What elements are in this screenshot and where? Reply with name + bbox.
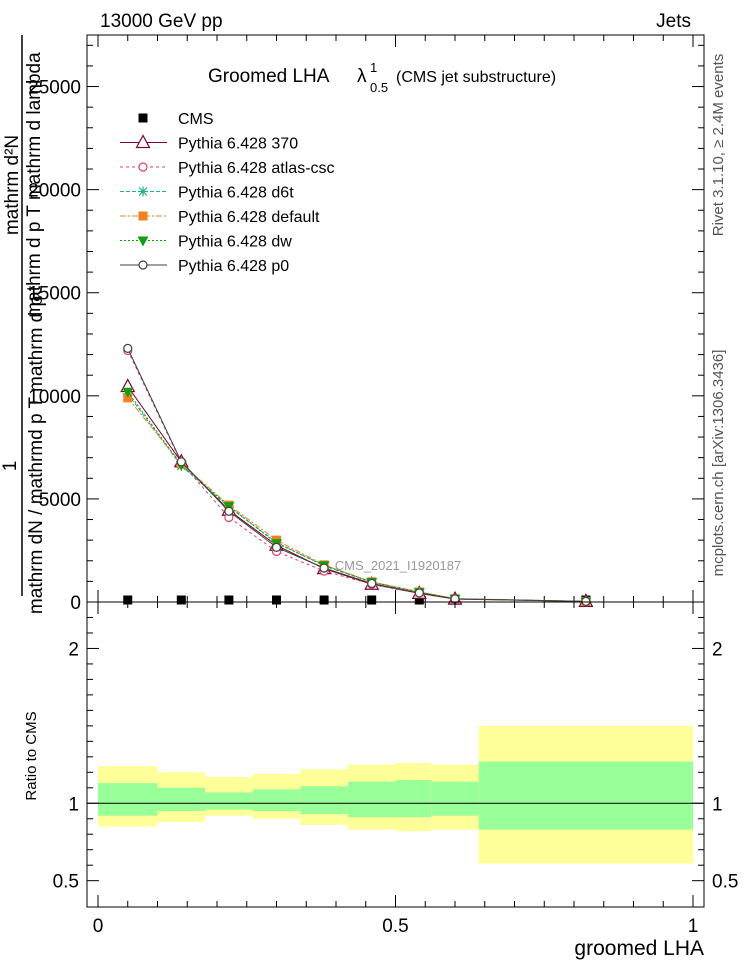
legend-label: Pythia 6.428 370 (178, 136, 298, 153)
ratio-band-inner (347, 781, 396, 818)
ratio-y-tick-label: 0.5 (53, 872, 79, 893)
series-3 (122, 388, 591, 607)
data-point (123, 393, 133, 403)
data-point (176, 595, 186, 605)
ratio-band-inner (252, 789, 301, 812)
legend-marker (137, 236, 149, 247)
ratio-band-inner (157, 787, 206, 812)
main-title: Groomed LHA λ 1 0.5 (CMS jet substructur… (208, 60, 556, 95)
data-point (224, 595, 234, 605)
ratio-y-tick-label-right: 0.5 (712, 872, 738, 893)
ratio-band-inner (98, 783, 158, 816)
main-y-tick-label: 15000 (28, 284, 81, 305)
data-point (367, 578, 377, 589)
mcplots-label: mcplots.cern.ch [arXiv:1306.3436] (710, 350, 727, 577)
x-tick-label: 0.5 (382, 916, 408, 937)
data-point (414, 595, 424, 605)
data-point (367, 595, 377, 605)
main-y-label: 1 mathrm dN / mathrmd p T mathrm d p mat… (0, 35, 47, 614)
legend-marker (138, 113, 148, 123)
legend-marker (135, 134, 151, 149)
data-point (414, 588, 424, 598)
legend-marker (138, 162, 148, 172)
legend-label: Pythia 6.428 default (178, 209, 320, 226)
main-y-tick-label: 5000 (39, 490, 81, 511)
data-point (319, 563, 329, 573)
series-6 (123, 343, 591, 606)
x-axis-label: groomed LHA (574, 937, 704, 960)
data-point (123, 595, 133, 605)
title-sub: 0.5 (370, 80, 388, 95)
title-sup: 1 (370, 60, 377, 75)
ratio-band-inner (395, 780, 432, 818)
legend: CMS Pythia 6.428 370 Pythia 6.428 atlas-cs… (120, 111, 335, 275)
series-5 (122, 387, 592, 608)
legend-marker (138, 186, 148, 197)
legend-label: Pythia 6.428 d6t (178, 185, 294, 202)
legend-label: CMS (178, 111, 214, 128)
x-tick-label: 0 (93, 916, 104, 937)
series-4 (123, 393, 591, 606)
ratio-axis-ticks: 0.5 0.5 1 1 2 2 0 0.5 1 (53, 602, 738, 937)
ylabel-mid: mathrm d p T mathrm d lambda (24, 52, 45, 318)
header-right: Jets (656, 11, 691, 32)
main-y-tick-label: 25000 (28, 78, 81, 99)
ratio-band-inner (300, 786, 348, 815)
ratio-y-tick-label-right: 2 (712, 639, 723, 660)
ratio-y-tick-label: 1 (68, 794, 79, 815)
ratio-band-inner (478, 761, 693, 830)
ylabel-top: mathrm d²N (2, 135, 23, 235)
ratio-band-inner (431, 781, 479, 816)
main-plot-panel: 0 5000 10000 15000 20000 25000 CMS_2021_I1920… (28, 34, 705, 614)
data-point (224, 506, 234, 516)
data-point (581, 596, 591, 606)
legend-marker (138, 260, 148, 270)
rivet-label: Rivet 3.1.10, ≥ 2.4M events (710, 54, 727, 237)
title-lambda: λ (357, 66, 367, 87)
ratio-band-inner (205, 792, 253, 810)
legend-marker (138, 211, 148, 221)
ratio-y-tick-label: 2 (68, 639, 79, 660)
ratio-plot-panel: 0.5 0.5 1 1 2 2 0 0.5 1 Ratio to CMS groomed LHA (23, 601, 738, 960)
data-point (271, 542, 282, 552)
data-point (176, 457, 186, 467)
ratio-ylabel: Ratio to CMS (23, 711, 40, 800)
header-left: 13000 GeV pp (100, 11, 223, 32)
title-suffix: (CMS jet substructure) (396, 69, 556, 86)
main-y-tick-label: 20000 (28, 181, 81, 202)
watermark: CMS_2021_I1920187 (335, 558, 462, 573)
x-tick-label: 1 (688, 916, 699, 937)
legend-label: Pythia 6.428 p0 (178, 258, 289, 275)
data-point (123, 343, 133, 353)
ratio-bands (98, 725, 693, 864)
title-main: Groomed LHA (208, 66, 330, 87)
data-point (122, 387, 134, 398)
legend-label: Pythia 6.428 atlas-csc (178, 160, 335, 177)
data-point (272, 595, 281, 605)
main-y-tick-label: 0 (70, 593, 81, 614)
ylabel-bottom: mathrm dN / mathrmd p T mathrm d p (26, 296, 47, 614)
main-axis-ticks: 0 5000 10000 15000 20000 25000 (28, 35, 704, 614)
legend-label: Pythia 6.428 dw (178, 234, 292, 251)
data-point (319, 595, 329, 605)
main-y-tick-label: 10000 (28, 387, 81, 408)
ratio-y-tick-label-right: 1 (712, 794, 723, 815)
ylabel-one: 1 (0, 461, 21, 472)
